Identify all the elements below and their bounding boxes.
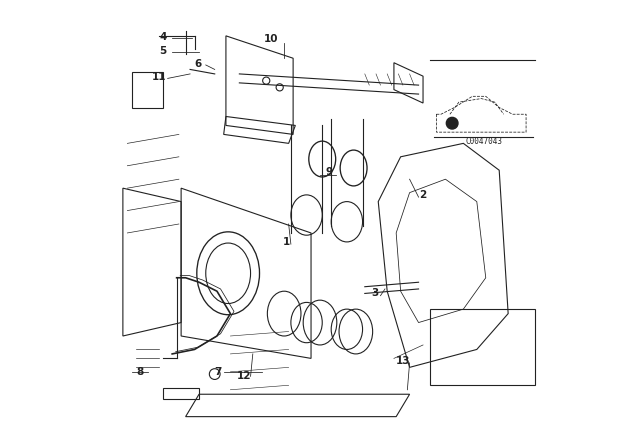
Text: 6: 6 bbox=[195, 59, 202, 69]
Text: 10: 10 bbox=[264, 34, 278, 44]
Circle shape bbox=[446, 117, 458, 129]
Text: 5: 5 bbox=[159, 46, 167, 56]
Text: 9: 9 bbox=[325, 168, 333, 177]
Text: 11: 11 bbox=[152, 72, 166, 82]
Text: 4: 4 bbox=[159, 32, 167, 42]
Text: 1: 1 bbox=[283, 237, 290, 247]
Text: 13: 13 bbox=[396, 356, 410, 366]
Text: 3: 3 bbox=[371, 289, 378, 298]
Text: C0047043: C0047043 bbox=[465, 137, 502, 146]
Text: 2: 2 bbox=[419, 190, 427, 200]
Text: 7: 7 bbox=[214, 367, 221, 377]
Text: 8: 8 bbox=[136, 367, 143, 377]
Text: 12: 12 bbox=[237, 371, 251, 381]
